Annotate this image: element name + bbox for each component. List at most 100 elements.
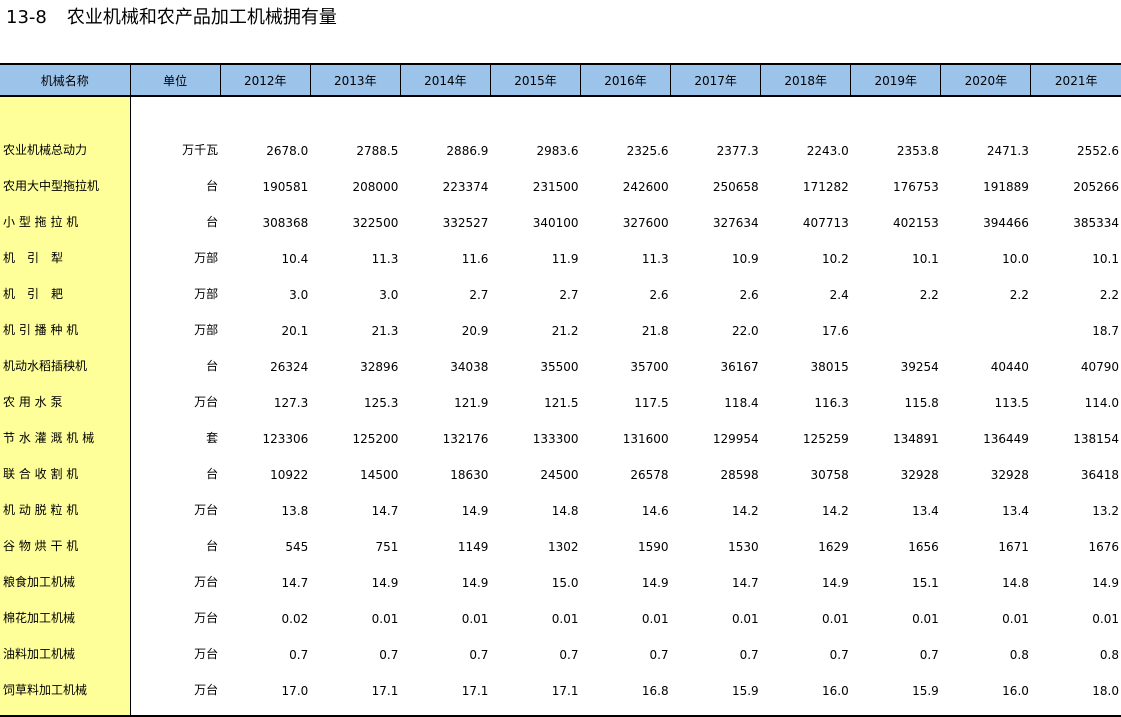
row-value: 0.01: [822, 612, 849, 626]
header-unit: 单位: [129, 63, 221, 97]
row-value: 26578: [630, 468, 669, 482]
row-value: 136449: [983, 432, 1029, 446]
row-value: 36418: [1080, 468, 1119, 482]
row-value: 127.3: [273, 396, 309, 410]
row-value: 3.0: [379, 288, 399, 302]
spacer-cell: [1031, 96, 1121, 126]
row-value: 14.9: [1092, 576, 1119, 590]
spacer-cell: [220, 96, 310, 126]
row-value: 14500: [360, 468, 399, 482]
row-value: 131600: [622, 432, 669, 446]
row-name: 农 用 水 泵: [0, 378, 131, 414]
row-value: 1302: [547, 540, 579, 554]
row-value: 18.7: [1092, 324, 1119, 338]
row-value: 36167: [720, 360, 759, 374]
row-value: 1676: [1088, 540, 1119, 554]
row-value: 15.9: [731, 684, 759, 698]
row-unit: 万台: [194, 395, 219, 409]
row-value: 2377.3: [716, 144, 759, 158]
row-value: 0.8: [1099, 648, 1119, 662]
table-row: 机 引 耙 万部 3.0 3.0 2.7 2.7 2.6 2.6 2.4 2.2 2.2 2.2: [0, 270, 1121, 306]
table-row: 机 动 脱 粒 机 万台 13.8 14.7 14.9 14.8 14.6 14.2 14.2 1…: [0, 486, 1121, 522]
row-name: 饲草料加工机械: [0, 666, 131, 702]
row-value: 2353.8: [896, 144, 939, 158]
header-row: 机械名称 单位 2012年 2013年 2014年 2015年 2016年 2017年 2018…: [0, 63, 1121, 97]
spacer-row: [0, 96, 1121, 126]
row-value: 35500: [540, 360, 579, 374]
row-name: 机动水稻插秧机: [0, 342, 131, 378]
row-value: 208000: [352, 180, 399, 194]
row-value: 30758: [810, 468, 849, 482]
row-value: 407713: [802, 216, 849, 230]
row-value: 0.7: [379, 648, 399, 662]
row-value: 21.8: [641, 324, 669, 338]
row-value: 327600: [622, 216, 669, 230]
row-value: 116.3: [814, 396, 849, 410]
header-year: 2012年: [219, 63, 311, 97]
row-name: 机 引 耙: [0, 270, 131, 306]
row-value: 190581: [262, 180, 309, 194]
header-year: 2016年: [579, 63, 671, 97]
row-name: 机 动 脱 粒 机: [0, 486, 131, 522]
spacer-cell: [761, 96, 851, 126]
row-value: 32896: [360, 360, 399, 374]
row-value: 125200: [352, 432, 399, 446]
row-unit: 万部: [194, 287, 219, 301]
row-value: 32928: [900, 468, 939, 482]
row-value: [851, 306, 941, 342]
row-unit: 台: [206, 215, 219, 229]
row-value: 13.8: [281, 504, 309, 518]
row-name: 谷 物 烘 干 机: [0, 522, 131, 558]
row-value: 0.01: [731, 612, 759, 626]
row-value: 32928: [990, 468, 1029, 482]
row-value: 2678.0: [266, 144, 309, 158]
table-row: 粮食加工机械 万台 14.7 14.9 14.9 15.0 14.9 14.7 14.9 15.1…: [0, 558, 1121, 594]
header-year: 2021年: [1030, 63, 1121, 97]
row-value: 113.5: [994, 396, 1029, 410]
row-unit: 万部: [194, 323, 219, 337]
row-name: 节 水 灌 溉 机 械: [0, 414, 131, 450]
row-value: 15.0: [551, 576, 579, 590]
row-name: 联 合 收 割 机: [0, 450, 131, 486]
row-value: 0.7: [919, 648, 939, 662]
row-value: 10.9: [731, 252, 759, 266]
row-value: 14.8: [551, 504, 579, 518]
table-body: 农业机械总动力 万千瓦 2678.0 2788.5 2886.9 2983.6 2325.6…: [0, 96, 1121, 717]
row-value: 17.0: [281, 684, 309, 698]
row-unit: 台: [206, 359, 219, 373]
table-row: 棉花加工机械 万台 0.02 0.01 0.01 0.01 0.01 0.01 0.01 0.01…: [0, 594, 1121, 630]
row-value: 15.1: [912, 576, 939, 590]
row-value: 322500: [352, 216, 399, 230]
row-value: 14.9: [822, 576, 849, 590]
row-value: 40790: [1080, 360, 1119, 374]
row-value: 13.4: [1002, 504, 1029, 518]
row-value: 2.4: [829, 288, 849, 302]
row-value: 2.6: [739, 288, 759, 302]
spacer-cell: [940, 702, 1031, 717]
row-unit: 台: [206, 467, 219, 481]
table-row: 饲草料加工机械 万台 17.0 17.1 17.1 17.1 16.8 15.9 16.0 15.…: [0, 666, 1121, 702]
row-value: 14.9: [461, 576, 489, 590]
row-value: 2788.5: [356, 144, 399, 158]
spacer-cell: [130, 96, 220, 126]
row-value: 22.0: [731, 324, 759, 338]
row-value: 2471.3: [986, 144, 1029, 158]
table-title: 农业机械和农产品加工机械拥有量: [66, 7, 337, 28]
row-value: 16.0: [822, 684, 849, 698]
row-value: 13.4: [912, 504, 939, 518]
row-value: 35700: [630, 360, 669, 374]
row-value: 134891: [893, 432, 939, 446]
machinery-table: 机械名称 单位 2012年 2013年 2014年 2015年 2016年 2017年 2018…: [0, 63, 1121, 717]
data-table-container: 机械名称 单位 2012年 2013年 2014年 2015年 2016年 2017年 2018…: [0, 63, 1121, 717]
row-value: 34038: [450, 360, 489, 374]
row-value: 14.7: [371, 504, 399, 518]
row-value: 40440: [990, 360, 1029, 374]
header-year: 2014年: [399, 63, 491, 97]
row-value: 14.7: [731, 576, 759, 590]
row-value: 2.2: [1099, 288, 1119, 302]
row-value: 28598: [720, 468, 759, 482]
row-name: 小 型 拖 拉 机: [0, 198, 131, 234]
spacer-cell: [581, 96, 671, 126]
row-value: 21.3: [371, 324, 399, 338]
row-value: 1671: [998, 540, 1029, 554]
